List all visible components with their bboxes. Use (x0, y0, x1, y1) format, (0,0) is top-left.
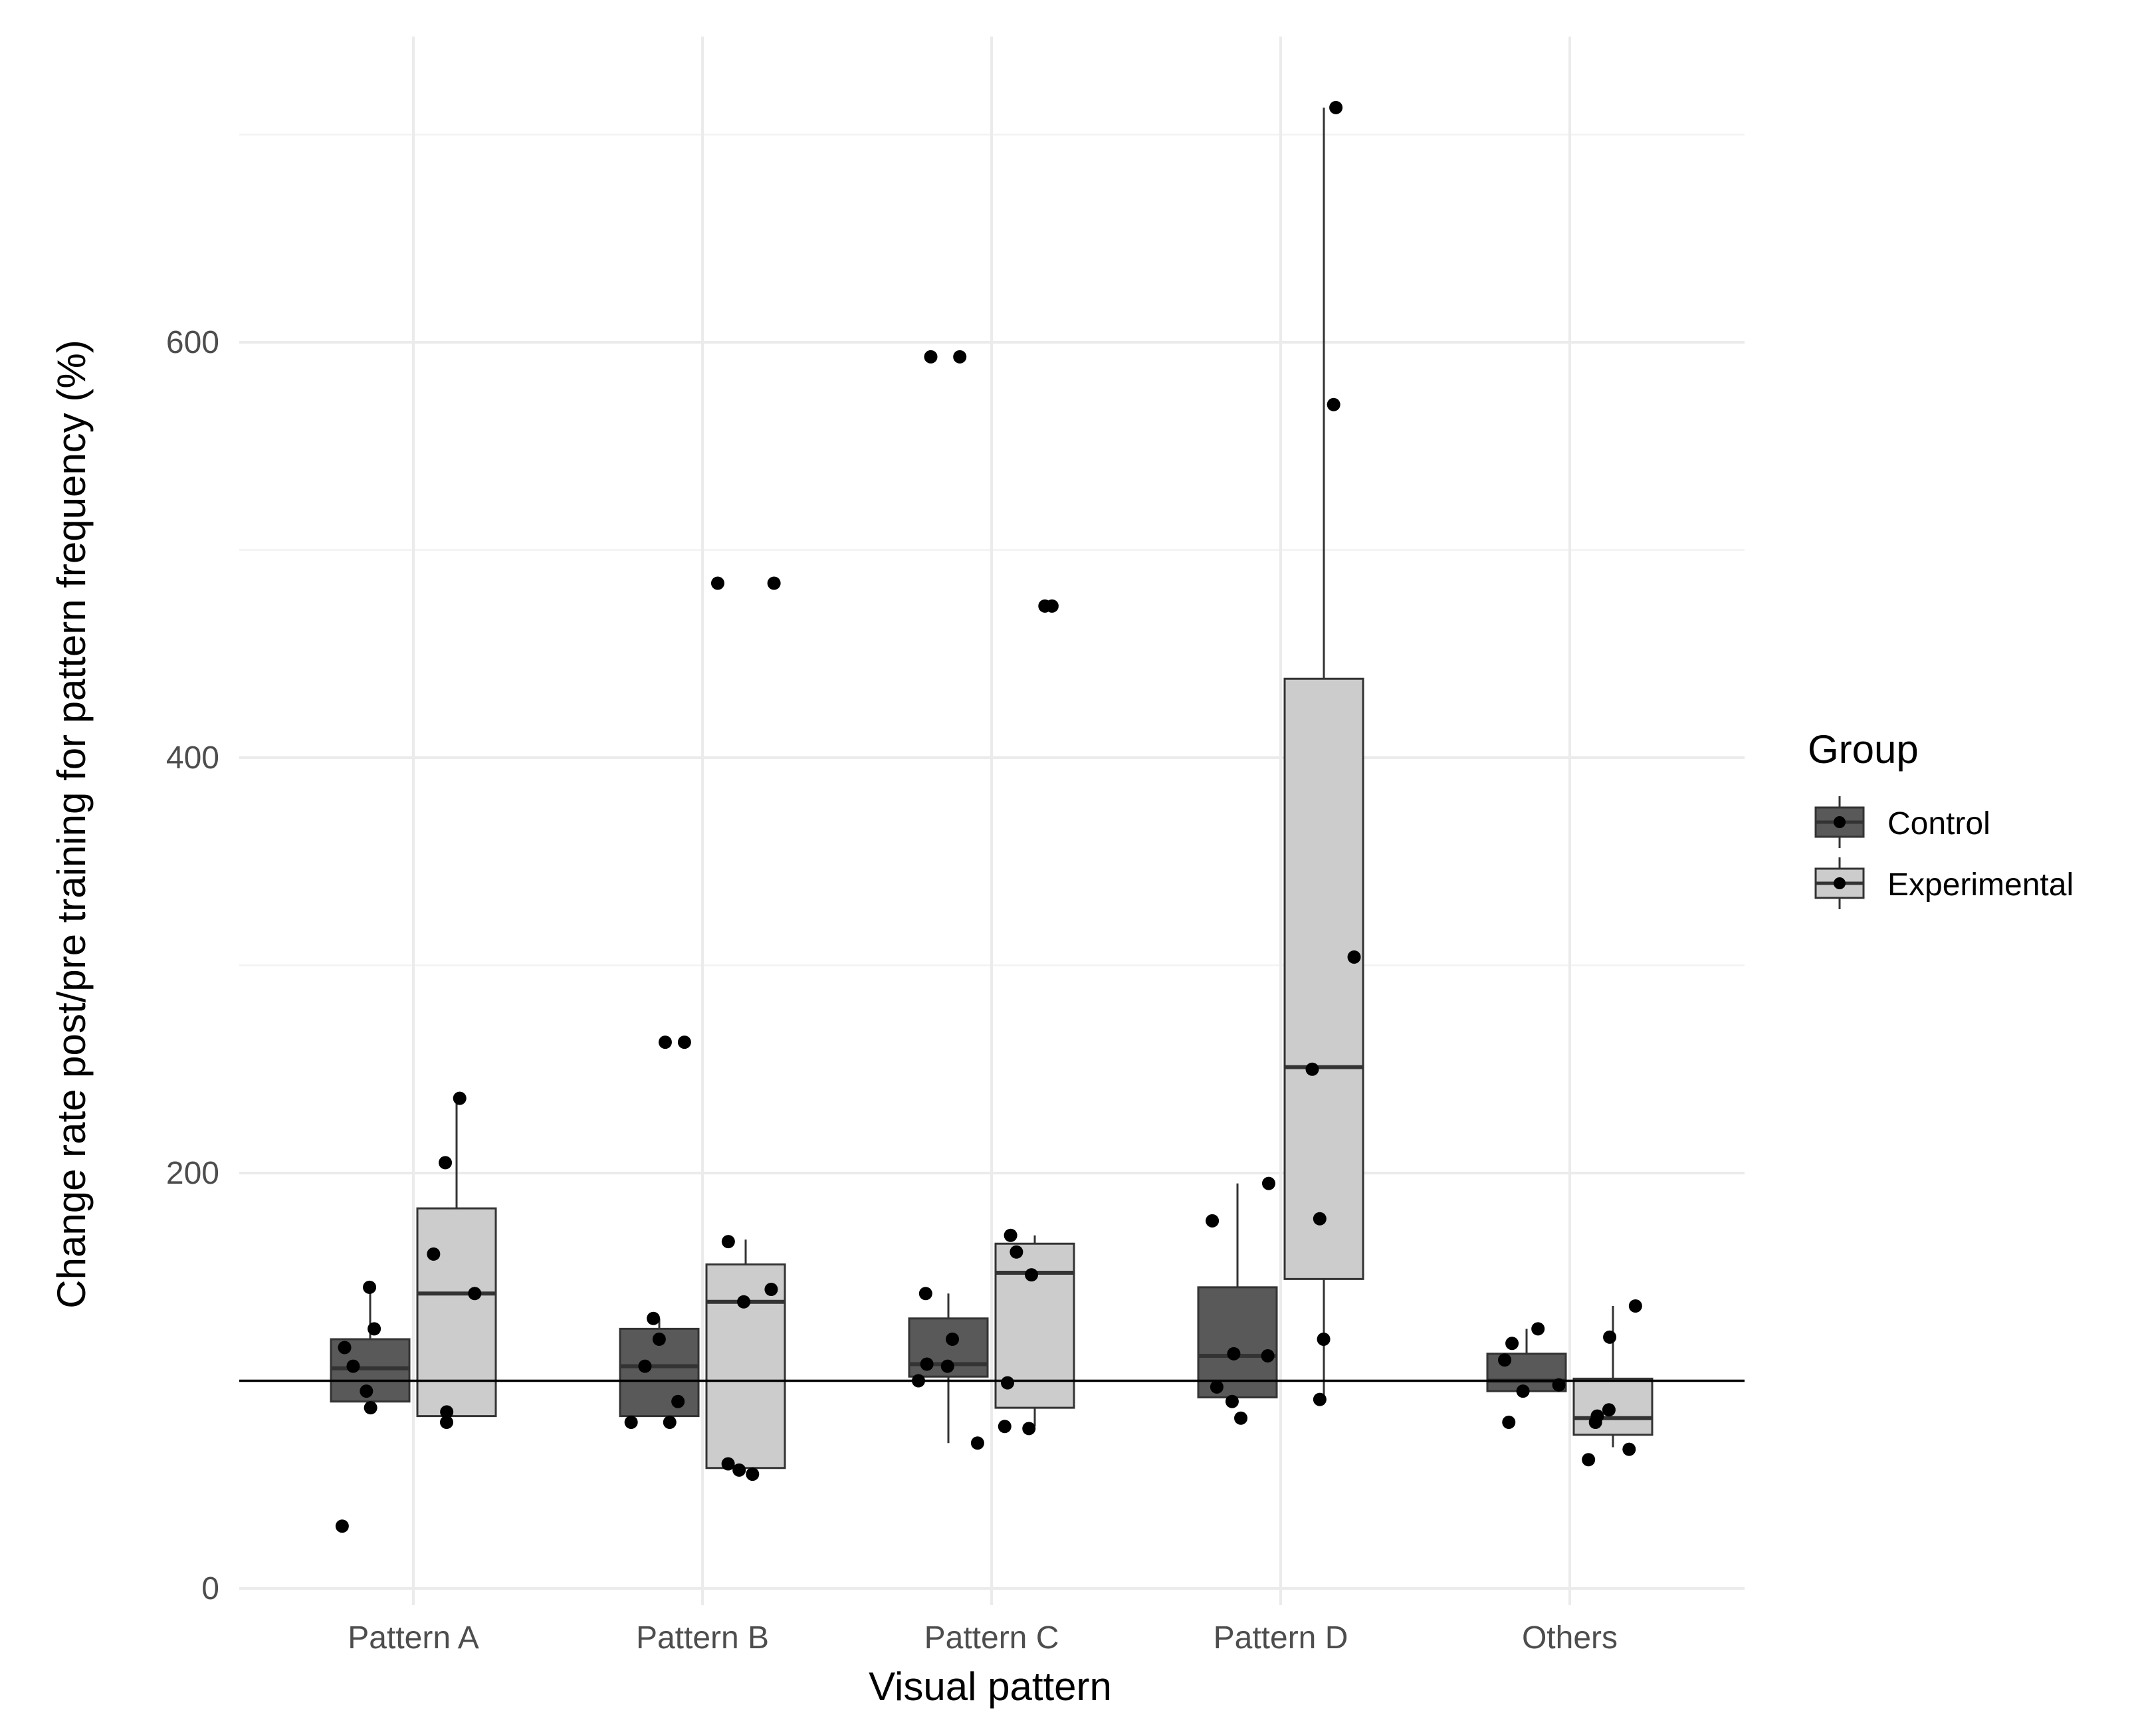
legend-key-control-point (1834, 816, 1846, 828)
legend-key-experimental (1814, 857, 1865, 909)
axes: 0 200 400 600 Pattern A Pattern B Pattern C Pat… (166, 325, 1618, 1656)
control-data-point (338, 1341, 352, 1355)
experimental-data-point (1313, 1212, 1327, 1226)
experimental-data-point (746, 1467, 760, 1481)
control-data-point (624, 1416, 638, 1429)
experimental-data-point (998, 1420, 1012, 1434)
experimental-box (1283, 677, 1364, 1280)
control-data-point (918, 1287, 932, 1301)
control-data-point (671, 1394, 685, 1408)
experimental-data-point (1327, 397, 1340, 411)
experimental-data-point (468, 1287, 482, 1301)
experimental-data-point (1022, 1422, 1036, 1436)
control-data-point (363, 1280, 377, 1294)
control-data-point (1502, 1416, 1516, 1429)
control-data-point (1227, 1347, 1241, 1360)
control-data-point (1206, 1214, 1220, 1228)
control-data-point (346, 1359, 360, 1373)
legend: Group Control Experimental (1808, 727, 2074, 909)
control-box (1197, 1286, 1278, 1398)
experimental-data-point (767, 576, 781, 590)
experimental-data-point (1317, 1333, 1331, 1346)
control-data-point (647, 1311, 661, 1325)
control-data-point (1505, 1337, 1519, 1351)
control-data-point (360, 1384, 374, 1398)
experimental-data-point (427, 1247, 441, 1261)
control-data-point (940, 1359, 954, 1373)
y-tick-label: 200 (166, 1156, 219, 1191)
grid-lines (239, 37, 1745, 1605)
legend-label-control: Control (1887, 806, 1990, 841)
control-data-point (638, 1359, 652, 1373)
x-tick-label: Pattern B (636, 1620, 769, 1656)
experimental-data-point (1582, 1453, 1596, 1467)
control-data-point (663, 1416, 677, 1429)
control-data-point (677, 1035, 691, 1049)
control-data-point (912, 1374, 926, 1388)
experimental-data-point (737, 1295, 751, 1309)
y-tick-label: 0 (201, 1571, 219, 1606)
x-tick-label: Others (1522, 1620, 1618, 1656)
control-data-point (335, 1519, 349, 1533)
control-data-point (1261, 1176, 1275, 1190)
experimental-data-point (1001, 1376, 1015, 1390)
control-data-point (946, 1333, 960, 1346)
control-data-point (364, 1401, 377, 1415)
experimental-box (416, 1207, 497, 1418)
y-tick-label: 600 (166, 325, 219, 360)
experimental-data-point (1628, 1299, 1642, 1313)
legend-label-experimental: Experimental (1887, 867, 2074, 903)
x-tick-label: Pattern C (924, 1620, 1059, 1656)
control-data-point (1261, 1349, 1275, 1362)
experimental-data-point (1305, 1062, 1319, 1076)
experimental-data-point (764, 1283, 778, 1296)
boxes (330, 107, 1654, 1469)
control-data-point (1225, 1394, 1239, 1408)
experimental-data-point (440, 1405, 454, 1419)
experimental-data-point (1004, 1228, 1017, 1242)
legend-key-experimental-point (1834, 877, 1846, 889)
control-data-point (368, 1322, 381, 1336)
experimental-data-point (710, 576, 724, 590)
x-tick-label: Pattern A (348, 1620, 479, 1656)
experimental-data-point (721, 1457, 735, 1471)
control-data-point (920, 1357, 934, 1371)
x-tick-label: Pattern D (1214, 1620, 1348, 1656)
x-axis-title: Visual pattern (869, 1664, 1112, 1709)
experimental-data-point (440, 1416, 454, 1429)
control-data-point (924, 350, 938, 364)
experimental-data-point (1588, 1416, 1602, 1429)
experimental-data-point (1313, 1392, 1327, 1406)
experimental-data-point (732, 1463, 746, 1477)
y-tick-label: 400 (166, 740, 219, 776)
control-data-point (970, 1436, 984, 1450)
experimental-data-point (1602, 1403, 1616, 1417)
control-data-point (1210, 1380, 1224, 1394)
experimental-data-point (1622, 1442, 1636, 1456)
experimental-data-point (1025, 1268, 1039, 1282)
experimental-data-point (439, 1156, 453, 1170)
experimental-data-point (721, 1235, 735, 1249)
legend-key-control (1814, 796, 1865, 848)
data-points (335, 100, 1642, 1533)
y-axis-title: Change rate post/pre training for patter… (49, 340, 94, 1308)
experimental-data-point (453, 1091, 467, 1105)
control-data-point (1531, 1322, 1545, 1336)
control-data-point (1516, 1384, 1530, 1398)
legend-title: Group (1808, 727, 1919, 772)
control-data-point (1498, 1353, 1512, 1367)
experimental-data-point (1038, 599, 1052, 613)
control-data-point (652, 1333, 666, 1346)
control-data-point (1552, 1378, 1566, 1392)
experimental-data-point (1010, 1245, 1023, 1259)
experimental-data-point (1603, 1330, 1617, 1344)
control-data-point (1234, 1411, 1248, 1425)
experimental-data-point (1347, 950, 1361, 964)
control-data-point (658, 1035, 672, 1049)
control-data-point (953, 350, 967, 364)
experimental-data-point (1329, 100, 1343, 114)
